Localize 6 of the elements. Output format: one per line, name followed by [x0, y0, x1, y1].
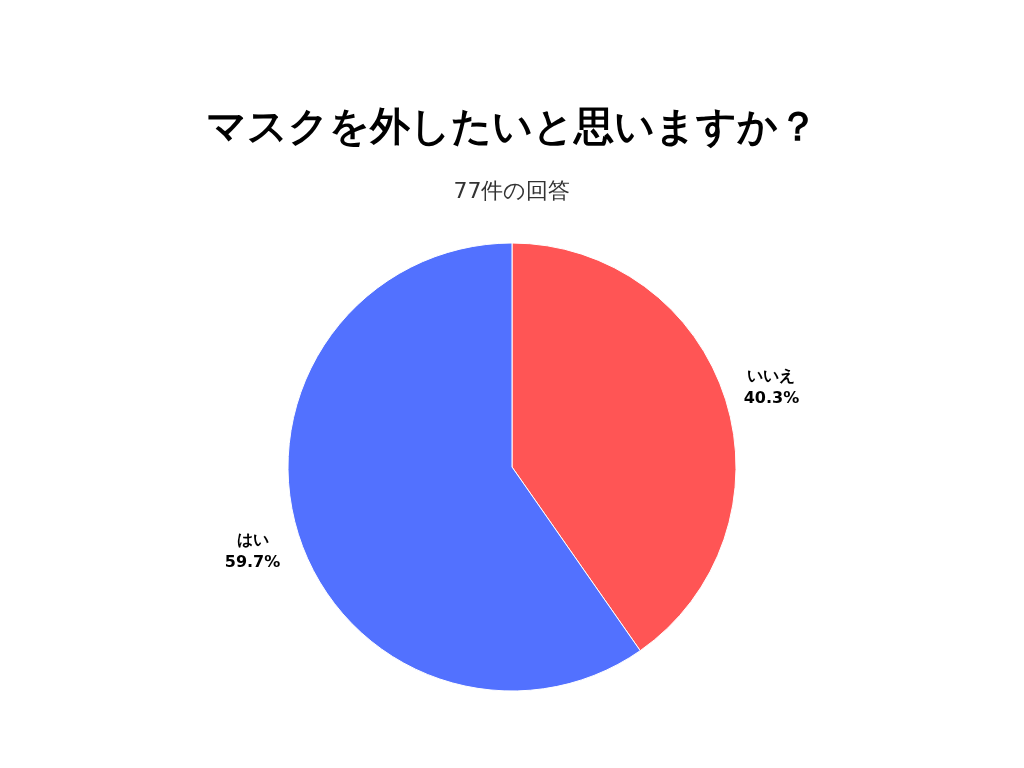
slice-label: はい [236, 529, 269, 549]
slice-label: いいえ [747, 366, 796, 386]
data-label: 59.7% [224, 551, 281, 571]
data-label: 40.3% [743, 388, 800, 408]
chart-title: マスクを外したいと思いますか？ [206, 103, 818, 149]
chart-subtitle: 77件の回答 [453, 178, 571, 203]
